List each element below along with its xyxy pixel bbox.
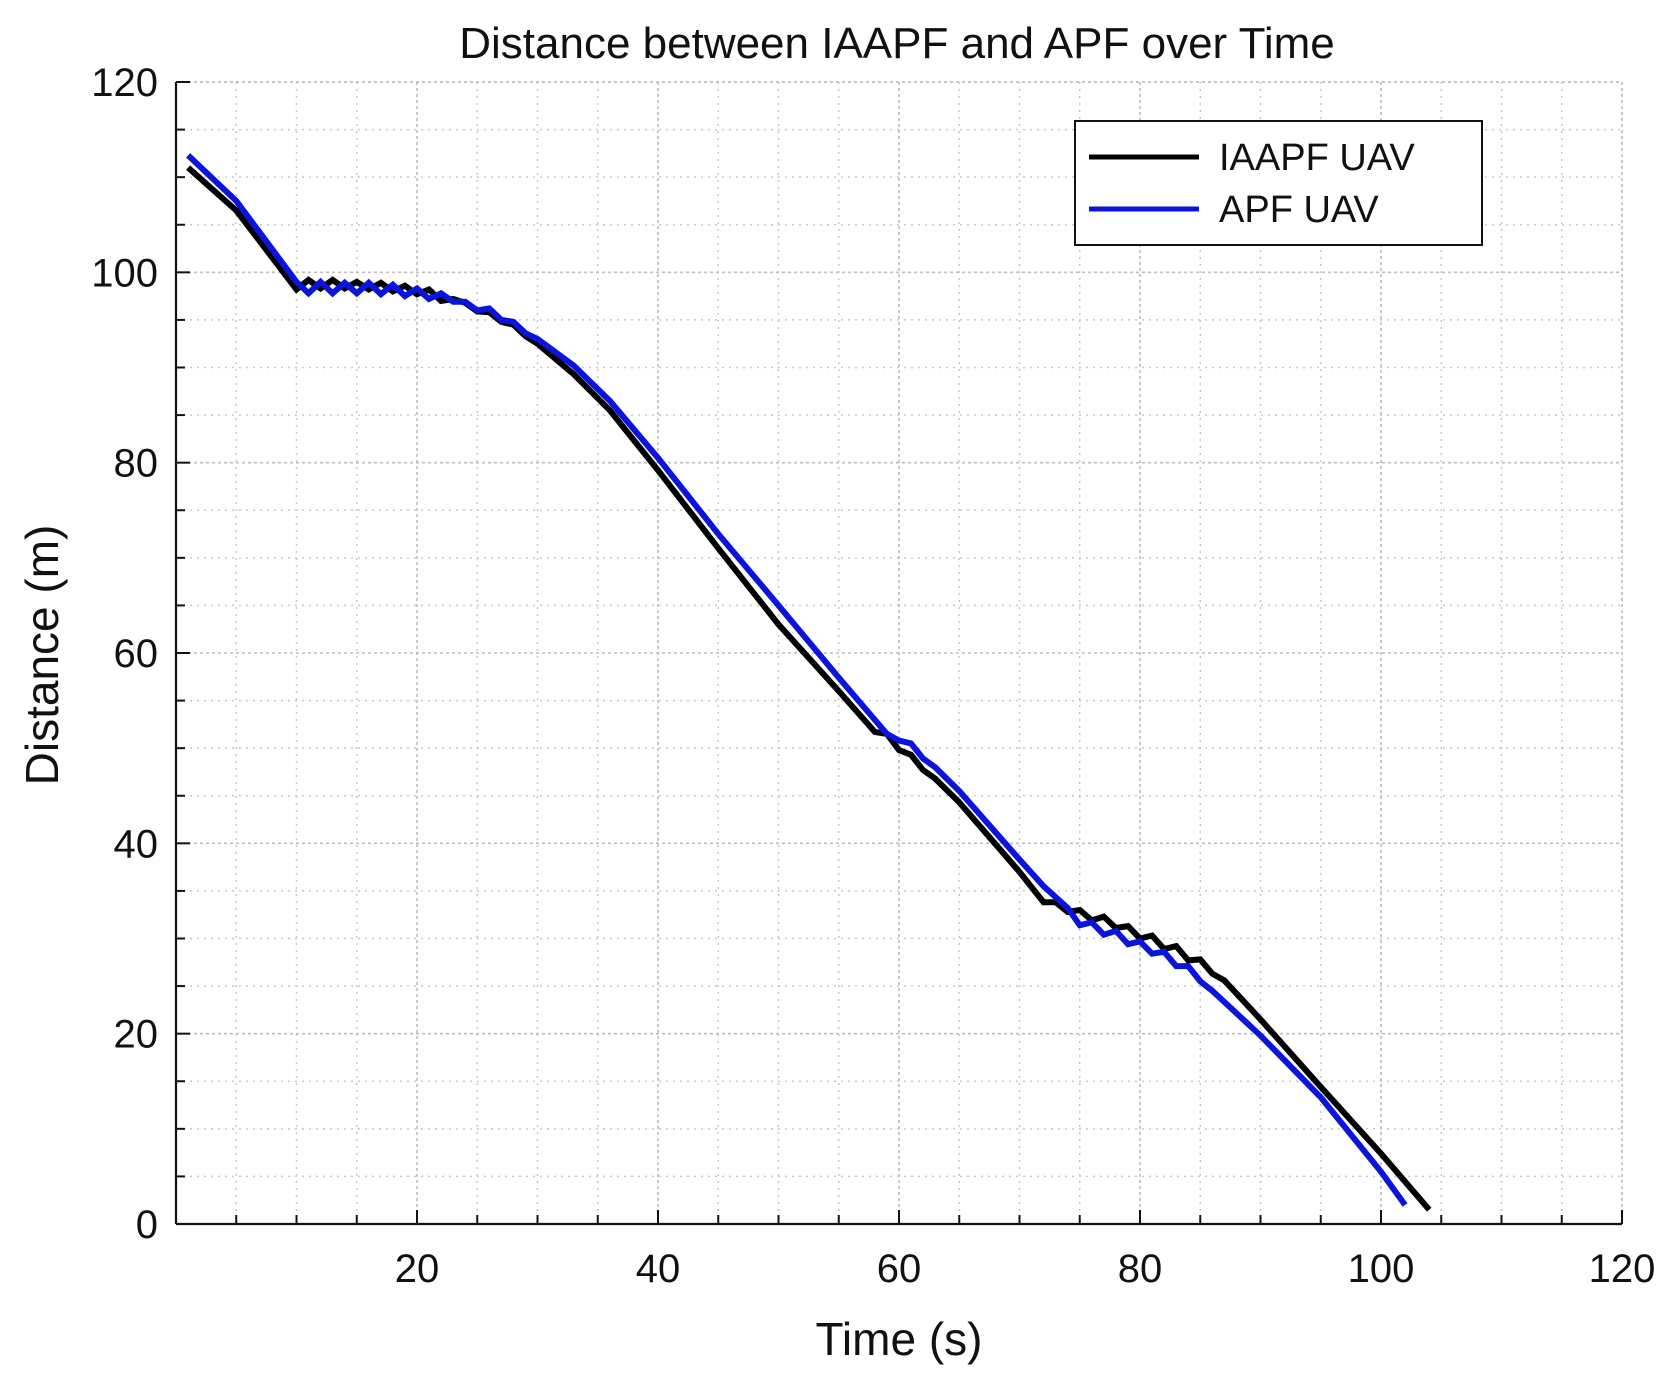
axes-layer: 20 40 60 80 100 120 0 20 40 60 80 100 120 <box>91 61 1655 1291</box>
x-tick-label: 60 <box>877 1247 922 1291</box>
series-layer <box>186 153 1432 1212</box>
y-tick-label: 60 <box>114 632 159 676</box>
y-tick-label: 0 <box>136 1203 158 1247</box>
y-tick-label: 100 <box>91 251 158 295</box>
series-line-apf-uav <box>186 153 1408 1207</box>
legend-box <box>1074 120 1483 246</box>
chart-title: Distance between IAAPF and APF over Time <box>459 19 1335 68</box>
x-tick-label: 40 <box>636 1247 681 1291</box>
y-tick-label: 120 <box>91 61 158 105</box>
legend-label: IAAPF UAV <box>1219 137 1415 179</box>
y-tick-label: 40 <box>114 822 159 866</box>
x-tick-label: 80 <box>1118 1247 1163 1291</box>
grid-layer <box>176 81 1623 1224</box>
legend-label: APF UAV <box>1219 189 1379 231</box>
y-axis-label: Distance (m) <box>16 525 68 786</box>
series-line-iaapf-uav <box>186 165 1432 1212</box>
x-axis-label: Time (s) <box>816 1313 983 1365</box>
x-tick-label: 20 <box>395 1247 440 1291</box>
x-tick-label: 100 <box>1348 1247 1415 1291</box>
legend: IAAPF UAV APF UAV <box>1074 120 1483 246</box>
y-tick-label: 80 <box>114 442 159 486</box>
y-tick-label: 20 <box>114 1013 159 1057</box>
x-tick-label: 120 <box>1589 1247 1656 1291</box>
